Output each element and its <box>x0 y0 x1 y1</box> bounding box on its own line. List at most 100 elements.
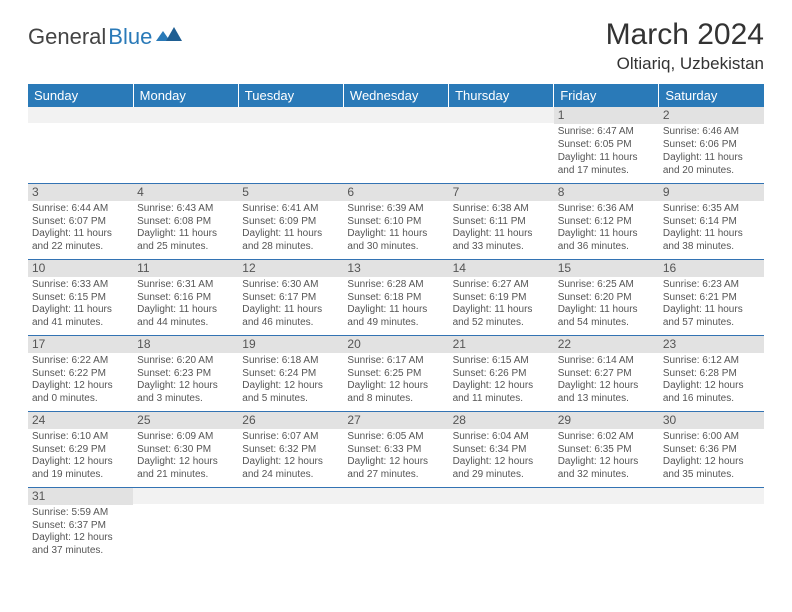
day-details: Sunrise: 6:20 AM Sunset: 6:23 PM Dayligh… <box>137 355 234 406</box>
calendar-day-cell <box>133 107 238 183</box>
day-number-strip: 25 <box>133 412 238 429</box>
day-number-strip: 10 <box>28 260 133 277</box>
day-number-strip: 23 <box>659 336 764 353</box>
day-number-strip <box>343 107 448 123</box>
day-details: Sunrise: 6:27 AM Sunset: 6:19 PM Dayligh… <box>453 279 550 330</box>
day-details: Sunrise: 6:04 AM Sunset: 6:34 PM Dayligh… <box>453 431 550 482</box>
day-number-strip: 7 <box>449 184 554 201</box>
day-header: Tuesday <box>238 84 343 107</box>
day-header: Saturday <box>659 84 764 107</box>
day-number-strip <box>343 488 448 504</box>
calendar-week-row: 17 Sunrise: 6:22 AM Sunset: 6:22 PM Dayli… <box>28 335 764 411</box>
day-number-strip: 17 <box>28 336 133 353</box>
day-details: Sunrise: 6:28 AM Sunset: 6:18 PM Dayligh… <box>347 279 444 330</box>
day-number-strip: 31 <box>28 488 133 505</box>
calendar-day-cell: 26 Sunrise: 6:07 AM Sunset: 6:32 PM Dayli… <box>238 411 343 487</box>
calendar-day-cell: 27Sunrise: 6:05 AM Sunset: 6:33 PM Dayli… <box>343 411 448 487</box>
calendar-day-cell: 12 Sunrise: 6:30 AM Sunset: 6:17 PM Dayli… <box>238 259 343 335</box>
day-number-strip: 26 <box>238 412 343 429</box>
day-details: Sunrise: 6:18 AM Sunset: 6:24 PM Dayligh… <box>242 355 339 406</box>
calendar-day-cell <box>449 107 554 183</box>
day-details: Sunrise: 6:30 AM Sunset: 6:17 PM Dayligh… <box>242 279 339 330</box>
calendar-day-cell <box>343 107 448 183</box>
calendar-day-cell: 29Sunrise: 6:02 AM Sunset: 6:35 PM Dayli… <box>554 411 659 487</box>
day-number-strip <box>449 107 554 123</box>
calendar-day-cell: 8 Sunrise: 6:36 AM Sunset: 6:12 PM Daylig… <box>554 183 659 259</box>
calendar-day-cell <box>238 107 343 183</box>
calendar-day-cell: 22Sunrise: 6:14 AM Sunset: 6:27 PM Dayli… <box>554 335 659 411</box>
calendar-day-cell: 23Sunrise: 6:12 AM Sunset: 6:28 PM Dayli… <box>659 335 764 411</box>
day-details: Sunrise: 6:38 AM Sunset: 6:11 PM Dayligh… <box>453 203 550 254</box>
day-number-strip <box>133 488 238 504</box>
calendar-day-cell: 9Sunrise: 6:35 AM Sunset: 6:14 PM Daylig… <box>659 183 764 259</box>
calendar-week-row: 10Sunrise: 6:33 AM Sunset: 6:15 PM Dayli… <box>28 259 764 335</box>
day-number-strip <box>238 488 343 504</box>
day-number-strip: 3 <box>28 184 133 201</box>
day-number-strip <box>133 107 238 123</box>
day-details: Sunrise: 6:23 AM Sunset: 6:21 PM Dayligh… <box>663 279 760 330</box>
calendar-day-cell: 1Sunrise: 6:47 AM Sunset: 6:05 PM Daylig… <box>554 107 659 183</box>
day-details: Sunrise: 6:44 AM Sunset: 6:07 PM Dayligh… <box>32 203 129 254</box>
day-header: Sunday <box>28 84 133 107</box>
day-header: Monday <box>133 84 238 107</box>
day-details: Sunrise: 5:59 AM Sunset: 6:37 PM Dayligh… <box>32 507 129 558</box>
day-number-strip <box>28 107 133 123</box>
day-number-strip: 9 <box>659 184 764 201</box>
day-number-strip: 8 <box>554 184 659 201</box>
page-header: General Blue March 2024 Oltiariq, Uzbeki… <box>28 18 764 74</box>
day-details: Sunrise: 6:36 AM Sunset: 6:12 PM Dayligh… <box>558 203 655 254</box>
day-details: Sunrise: 6:22 AM Sunset: 6:22 PM Dayligh… <box>32 355 129 406</box>
calendar-day-cell: 4Sunrise: 6:43 AM Sunset: 6:08 PM Daylig… <box>133 183 238 259</box>
day-number-strip: 13 <box>343 260 448 277</box>
day-number-strip: 5 <box>238 184 343 201</box>
calendar-day-cell: 28 Sunrise: 6:04 AM Sunset: 6:34 PM Dayli… <box>449 411 554 487</box>
calendar-day-cell: 2 Sunrise: 6:46 AM Sunset: 6:06 PM Daylig… <box>659 107 764 183</box>
calendar-day-cell: 17 Sunrise: 6:22 AM Sunset: 6:22 PM Dayli… <box>28 335 133 411</box>
day-number-strip: 12 <box>238 260 343 277</box>
calendar-week-row: 1Sunrise: 6:47 AM Sunset: 6:05 PM Daylig… <box>28 107 764 183</box>
day-number-strip: 16 <box>659 260 764 277</box>
day-details: Sunrise: 6:02 AM Sunset: 6:35 PM Dayligh… <box>558 431 655 482</box>
calendar-table: SundayMondayTuesdayWednesdayThursdayFrid… <box>28 84 764 563</box>
calendar-day-cell: 21Sunrise: 6:15 AM Sunset: 6:26 PM Dayli… <box>449 335 554 411</box>
day-details: Sunrise: 6:46 AM Sunset: 6:06 PM Dayligh… <box>663 126 760 177</box>
calendar-week-row: 31 Sunrise: 5:59 AM Sunset: 6:37 PM Dayli… <box>28 487 764 563</box>
calendar-day-cell <box>659 487 764 563</box>
day-header-row: SundayMondayTuesdayWednesdayThursdayFrid… <box>28 84 764 107</box>
day-details: Sunrise: 6:07 AM Sunset: 6:32 PM Dayligh… <box>242 431 339 482</box>
day-details: Sunrise: 6:17 AM Sunset: 6:25 PM Dayligh… <box>347 355 444 406</box>
calendar-day-cell <box>554 487 659 563</box>
calendar-day-cell: 6Sunrise: 6:39 AM Sunset: 6:10 PM Daylig… <box>343 183 448 259</box>
location-label: Oltiariq, Uzbekistan <box>606 54 764 74</box>
day-number-strip: 22 <box>554 336 659 353</box>
calendar-week-row: 3 Sunrise: 6:44 AM Sunset: 6:07 PM Daylig… <box>28 183 764 259</box>
day-details: Sunrise: 6:05 AM Sunset: 6:33 PM Dayligh… <box>347 431 444 482</box>
day-number-strip <box>554 488 659 504</box>
day-details: Sunrise: 6:00 AM Sunset: 6:36 PM Dayligh… <box>663 431 760 482</box>
calendar-week-row: 24Sunrise: 6:10 AM Sunset: 6:29 PM Dayli… <box>28 411 764 487</box>
day-header: Friday <box>554 84 659 107</box>
day-details: Sunrise: 6:41 AM Sunset: 6:09 PM Dayligh… <box>242 203 339 254</box>
calendar-day-cell <box>449 487 554 563</box>
day-details: Sunrise: 6:39 AM Sunset: 6:10 PM Dayligh… <box>347 203 444 254</box>
day-number-strip: 2 <box>659 107 764 124</box>
calendar-day-cell: 20 Sunrise: 6:17 AM Sunset: 6:25 PM Dayli… <box>343 335 448 411</box>
day-details: Sunrise: 6:31 AM Sunset: 6:16 PM Dayligh… <box>137 279 234 330</box>
day-details: Sunrise: 6:15 AM Sunset: 6:26 PM Dayligh… <box>453 355 550 406</box>
day-number-strip: 30 <box>659 412 764 429</box>
day-number-strip: 14 <box>449 260 554 277</box>
calendar-day-cell: 15Sunrise: 6:25 AM Sunset: 6:20 PM Dayli… <box>554 259 659 335</box>
day-number-strip: 19 <box>238 336 343 353</box>
day-details: Sunrise: 6:10 AM Sunset: 6:29 PM Dayligh… <box>32 431 129 482</box>
calendar-day-cell: 16 Sunrise: 6:23 AM Sunset: 6:21 PM Dayli… <box>659 259 764 335</box>
day-number-strip <box>659 488 764 504</box>
day-number-strip: 28 <box>449 412 554 429</box>
calendar-day-cell <box>28 107 133 183</box>
logo-text-1: General <box>28 24 106 50</box>
calendar-day-cell: 30 Sunrise: 6:00 AM Sunset: 6:36 PM Dayli… <box>659 411 764 487</box>
calendar-day-cell: 7 Sunrise: 6:38 AM Sunset: 6:11 PM Daylig… <box>449 183 554 259</box>
calendar-day-cell: 24Sunrise: 6:10 AM Sunset: 6:29 PM Dayli… <box>28 411 133 487</box>
day-details: Sunrise: 6:25 AM Sunset: 6:20 PM Dayligh… <box>558 279 655 330</box>
day-number-strip: 20 <box>343 336 448 353</box>
day-number-strip: 11 <box>133 260 238 277</box>
